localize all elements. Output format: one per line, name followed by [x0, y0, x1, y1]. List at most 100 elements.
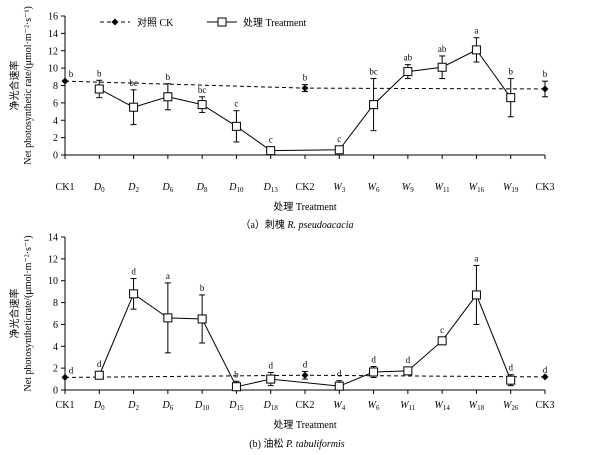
x-tick-label-sub: 26 [511, 404, 519, 412]
x-tick-label-main: D [228, 182, 237, 193]
x-tick-label: D8 [196, 182, 208, 194]
x-tick-label-main: CK1 [56, 400, 75, 411]
caption-species: R. pseudoacacia [286, 220, 353, 231]
treatment-significance-label: d [131, 267, 136, 277]
x-tick-label: CK2 [296, 400, 315, 411]
x-tick-label-sub: 18 [271, 404, 279, 412]
treatment-significance-label: d [97, 359, 102, 369]
y-tick-label: 0 [53, 151, 58, 162]
treatment-significance-label: c [337, 134, 341, 144]
y-tick-label: 14 [48, 29, 58, 40]
ck-point [301, 84, 309, 92]
x-tick-label: CK1 [56, 182, 75, 193]
treatment-point [437, 336, 447, 346]
treatment-point [129, 102, 139, 112]
y-tick-label: 14 [48, 233, 58, 244]
treatment-point [334, 381, 344, 391]
x-tick-label-sub: 6 [170, 186, 174, 194]
x-axis-label: 处理 Treatment [273, 419, 336, 431]
x-tick-label-sub: 10 [202, 404, 210, 412]
y-tick-label: 8 [53, 298, 58, 309]
ck-point [541, 373, 549, 381]
x-tick-label-sub: 3 [342, 186, 346, 194]
treatment-significance-label: d [268, 361, 273, 371]
x-tick-label-main: D [196, 182, 205, 193]
x-tick-label-main: D [127, 182, 136, 193]
x-tick-label-sub: 13 [271, 186, 279, 194]
x-tick-label: W19 [503, 182, 519, 194]
treatment-point [129, 289, 139, 299]
x-tick-label: CK3 [536, 182, 555, 193]
caption-species: P. tabuliformis [285, 439, 345, 450]
ck-point [541, 85, 549, 93]
x-tick-label-main: D [263, 182, 272, 193]
treatment-significance-label: d [508, 363, 513, 373]
y-tick-label: 10 [48, 64, 58, 75]
x-tick-label: W26 [503, 400, 519, 412]
treatment-point [94, 84, 104, 94]
y-tick-label: 6 [53, 320, 58, 331]
legend-treatment-label: 处理 Treatment [243, 17, 306, 29]
treatment-point [266, 146, 276, 156]
x-tick-label: W16 [469, 182, 485, 194]
x-tick-label-sub: 9 [410, 186, 414, 194]
x-tick-label-main: D [161, 400, 170, 411]
treatment-point [334, 145, 344, 155]
x-tick-label-sub: 11 [443, 186, 450, 194]
treatment-point [369, 367, 379, 377]
x-tick-label-sub: 6 [376, 186, 380, 194]
y-tick-label: 4 [53, 116, 58, 127]
treatment-point [471, 45, 481, 55]
x-tick-label-sub: 14 [443, 404, 451, 412]
x-tick-label-main: CK2 [296, 182, 315, 193]
y-axis-label-en: Net photosyntheticrate/(μmol·m⁻²·s⁻¹) [23, 235, 34, 391]
x-tick-label-sub: 2 [135, 186, 139, 194]
x-tick-label-main: D [161, 182, 170, 193]
x-tick-label-sub: 18 [477, 404, 485, 412]
x-tick-label-main: W [503, 400, 513, 411]
legend-ck-label: 对照 CK [137, 16, 174, 29]
x-tick-label-main: D [194, 400, 203, 411]
y-tick-label: 8 [53, 81, 58, 92]
treatment-significance-label: bc [369, 67, 378, 77]
x-tick-label: CK3 [536, 400, 555, 411]
treatment-point [403, 67, 413, 77]
x-tick-label-sub: 10 [237, 186, 245, 194]
treatment-significance-label: b [166, 72, 171, 82]
treatment-significance-label: b [234, 369, 239, 379]
treatment-point [197, 100, 207, 110]
treatment-point [94, 370, 104, 380]
treatment-significance-label: c [269, 135, 273, 145]
y-axis-label-cn: 净光合速率 [8, 61, 21, 111]
legend-treatment-marker [217, 17, 227, 27]
x-tick-label-main: CK3 [536, 400, 555, 411]
y-axis-label: 净光合速率 Net photosynthetic rate/(μmol·m⁻²·s… [8, 6, 34, 165]
treatment-point [231, 121, 241, 131]
x-tick-label: CK2 [296, 182, 315, 193]
x-tick-label: W3 [333, 182, 345, 194]
ck-significance-label: d [303, 359, 308, 369]
x-tick-label: W11 [435, 182, 451, 194]
treatment-series-line [99, 49, 512, 152]
x-tick-label: W6 [368, 400, 380, 412]
x-tick-label-sub: 16 [477, 186, 485, 194]
y-tick-label: 12 [48, 254, 58, 265]
x-tick-label: D10 [228, 182, 244, 194]
y-tick-label: 2 [53, 364, 58, 375]
x-tick-label-main: CK1 [56, 182, 75, 193]
treatment-significance-label: c [440, 325, 444, 335]
ck-point [301, 371, 309, 379]
y-tick-label: 6 [53, 98, 58, 109]
y-tick-label: 10 [48, 276, 58, 287]
x-tick-label-sub: 8 [204, 186, 208, 194]
treatment-significance-label: bc [129, 78, 138, 88]
x-tick-label-sub: 2 [135, 404, 139, 412]
x-tick-label: W6 [368, 182, 380, 194]
x-tick-label-main: D [93, 182, 102, 193]
caption-prefix: （a）刺槐 [240, 218, 287, 231]
x-tick-label-main: W [368, 182, 378, 193]
x-tick-label-main: D [93, 400, 102, 411]
x-tick-label-sub: 11 [409, 404, 416, 412]
